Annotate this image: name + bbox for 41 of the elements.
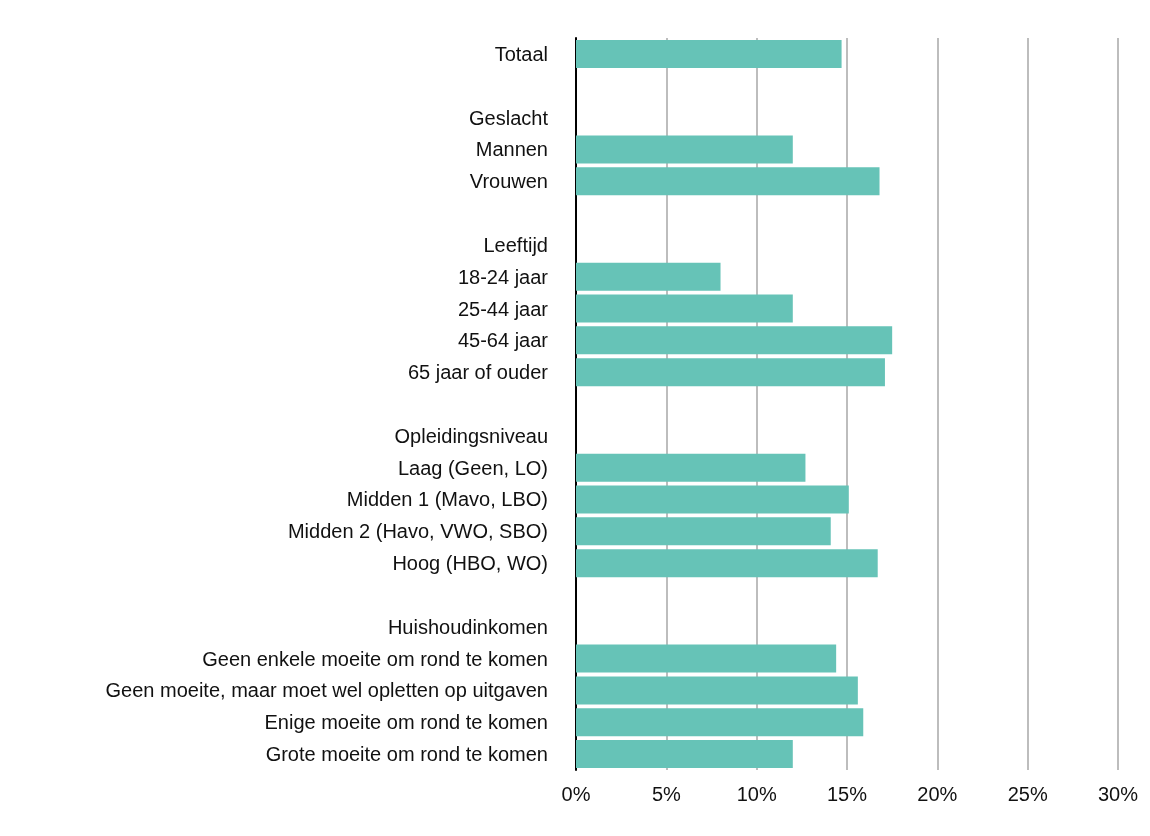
y-tick-label: Midden 1 (Mavo, LBO) bbox=[346, 488, 548, 511]
bar bbox=[576, 167, 880, 196]
y-tick-label: Vrouwen bbox=[469, 170, 548, 193]
bar bbox=[576, 262, 721, 291]
bar bbox=[576, 549, 878, 578]
bar bbox=[576, 135, 793, 164]
bar bbox=[576, 326, 893, 355]
y-tick-label: 25-44 jaar bbox=[457, 297, 549, 320]
bar bbox=[576, 740, 793, 769]
y-tick-label: Huishoudinkomen bbox=[387, 615, 548, 638]
bar bbox=[576, 676, 858, 705]
y-tick-label: Opleidingsniveau bbox=[394, 424, 548, 447]
y-tick-label: Laag (Geen, LO) bbox=[397, 456, 548, 479]
bar bbox=[576, 708, 864, 737]
x-tick-label: 10% bbox=[736, 783, 777, 805]
bar bbox=[576, 644, 837, 673]
y-tick-label: Midden 2 (Havo, VWO, SBO) bbox=[287, 520, 548, 543]
y-tick-label: Totaal bbox=[494, 42, 548, 65]
x-tick-label: 5% bbox=[651, 783, 681, 805]
y-tick-label: Geen moeite, maar moet wel opletten op uitgaven bbox=[105, 679, 548, 702]
bar bbox=[576, 358, 885, 387]
y-tick-label: Mannen bbox=[475, 138, 548, 161]
x-tick-label: 20% bbox=[917, 783, 958, 805]
bar bbox=[576, 453, 806, 482]
y-tick-label: Grote moeite om rond te komen bbox=[265, 743, 548, 766]
y-tick-label: Geslacht bbox=[469, 106, 549, 129]
y-tick-label: 65 jaar of ouder bbox=[407, 361, 549, 384]
y-tick-label: 45-64 jaar bbox=[457, 329, 549, 352]
y-tick-label: 18-24 jaar bbox=[457, 265, 549, 288]
bar bbox=[576, 39, 842, 68]
y-tick-label: Hoog (HBO, WO) bbox=[392, 552, 548, 575]
x-tick-label: 25% bbox=[1007, 783, 1048, 805]
bar bbox=[576, 517, 831, 546]
bar bbox=[576, 485, 849, 514]
y-tick-label: Geen enkele moeite om rond te komen bbox=[202, 647, 548, 670]
x-tick-label: 30% bbox=[1097, 783, 1139, 805]
y-tick-label: Enige moeite om rond te komen bbox=[264, 711, 548, 734]
y-tick-label: Leeftijd bbox=[483, 233, 548, 256]
x-tick-label: 15% bbox=[826, 783, 868, 805]
bar bbox=[576, 294, 793, 323]
x-tick-label: 0% bbox=[561, 783, 591, 805]
